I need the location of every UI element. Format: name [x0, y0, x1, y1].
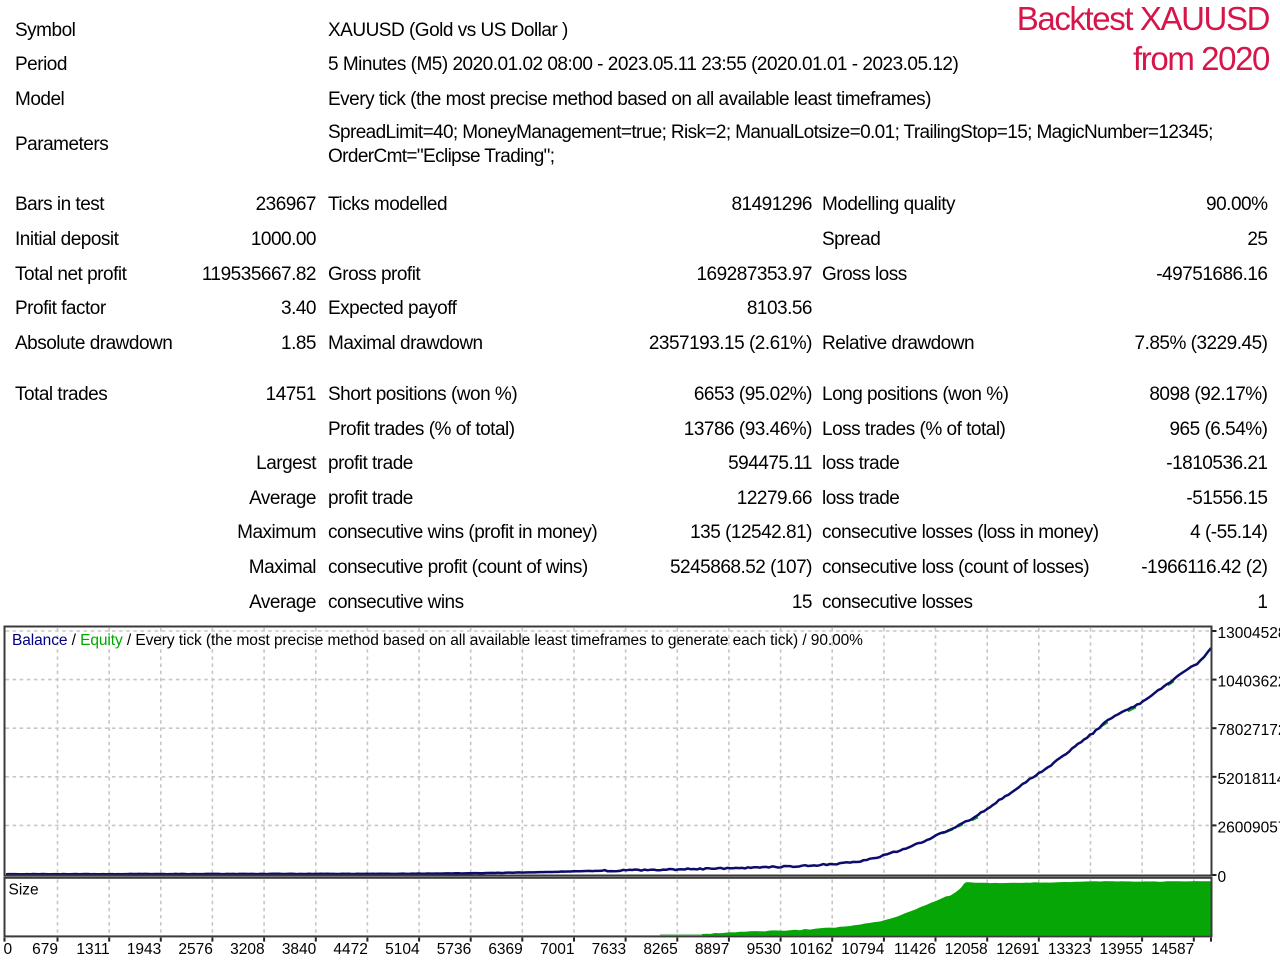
svg-text:12691: 12691 [996, 941, 1039, 958]
svg-text:1311: 1311 [76, 941, 109, 958]
svg-text:14587: 14587 [1151, 941, 1194, 958]
svg-text:1943: 1943 [127, 941, 161, 958]
svg-text:4472: 4472 [333, 941, 367, 958]
svg-text:104036229: 104036229 [1218, 674, 1280, 691]
svg-text:10794: 10794 [841, 941, 884, 958]
svg-text:5104: 5104 [385, 941, 420, 958]
svg-text:26009057: 26009057 [1218, 819, 1280, 836]
svg-text:0: 0 [4, 941, 13, 958]
svg-text:Size: Size [9, 882, 39, 899]
svg-text:13323: 13323 [1048, 941, 1091, 958]
svg-text:6369: 6369 [488, 941, 522, 958]
svg-text:7633: 7633 [592, 941, 626, 958]
svg-text:10162: 10162 [790, 941, 833, 958]
svg-text:0: 0 [1218, 869, 1227, 886]
svg-text:13955: 13955 [1099, 941, 1142, 958]
svg-text:8265: 8265 [643, 941, 677, 958]
svg-text:12058: 12058 [945, 941, 988, 958]
svg-text:5736: 5736 [437, 941, 471, 958]
svg-text:130045287: 130045287 [1218, 625, 1280, 642]
svg-text:9530: 9530 [747, 941, 782, 958]
svg-text:3208: 3208 [230, 941, 264, 958]
svg-text:7001: 7001 [540, 941, 574, 958]
svg-text:78027172: 78027172 [1218, 722, 1280, 739]
svg-text:679: 679 [32, 941, 58, 958]
svg-text:11426: 11426 [894, 941, 936, 958]
svg-text:8897: 8897 [695, 941, 729, 958]
svg-text:Balance / Equity / Every tick: Balance / Equity / Every tick (the most … [12, 632, 863, 649]
svg-text:52018114: 52018114 [1218, 771, 1280, 788]
svg-text:2576: 2576 [178, 941, 212, 958]
svg-text:3840: 3840 [282, 941, 317, 958]
